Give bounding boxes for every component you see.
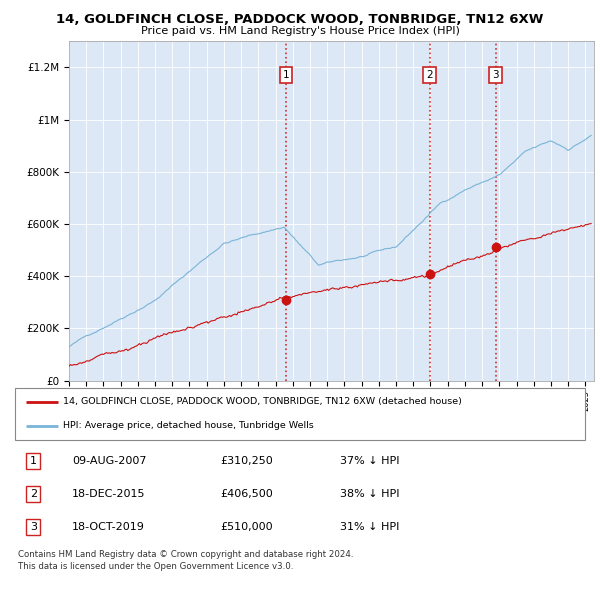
Text: 38% ↓ HPI: 38% ↓ HPI [340,489,400,499]
FancyBboxPatch shape [15,388,585,440]
Text: 37% ↓ HPI: 37% ↓ HPI [340,456,400,466]
Text: £310,250: £310,250 [220,456,273,466]
Text: 09-AUG-2007: 09-AUG-2007 [72,456,146,466]
Text: 2: 2 [29,489,37,499]
Text: 1: 1 [30,456,37,466]
Text: 3: 3 [30,522,37,532]
Text: 14, GOLDFINCH CLOSE, PADDOCK WOOD, TONBRIDGE, TN12 6XW (detached house): 14, GOLDFINCH CLOSE, PADDOCK WOOD, TONBR… [64,397,463,406]
Text: 31% ↓ HPI: 31% ↓ HPI [340,522,399,532]
Text: Contains HM Land Registry data © Crown copyright and database right 2024.: Contains HM Land Registry data © Crown c… [18,550,353,559]
Text: 3: 3 [493,70,499,80]
Text: 14, GOLDFINCH CLOSE, PADDOCK WOOD, TONBRIDGE, TN12 6XW: 14, GOLDFINCH CLOSE, PADDOCK WOOD, TONBR… [56,13,544,26]
Text: 18-OCT-2019: 18-OCT-2019 [72,522,145,532]
Text: Price paid vs. HM Land Registry's House Price Index (HPI): Price paid vs. HM Land Registry's House … [140,26,460,36]
Text: 2: 2 [427,70,433,80]
Text: HPI: Average price, detached house, Tunbridge Wells: HPI: Average price, detached house, Tunb… [64,421,314,430]
Text: 1: 1 [283,70,289,80]
Text: 18-DEC-2015: 18-DEC-2015 [72,489,146,499]
Text: This data is licensed under the Open Government Licence v3.0.: This data is licensed under the Open Gov… [18,562,293,571]
Text: £406,500: £406,500 [220,489,273,499]
Text: £510,000: £510,000 [220,522,273,532]
